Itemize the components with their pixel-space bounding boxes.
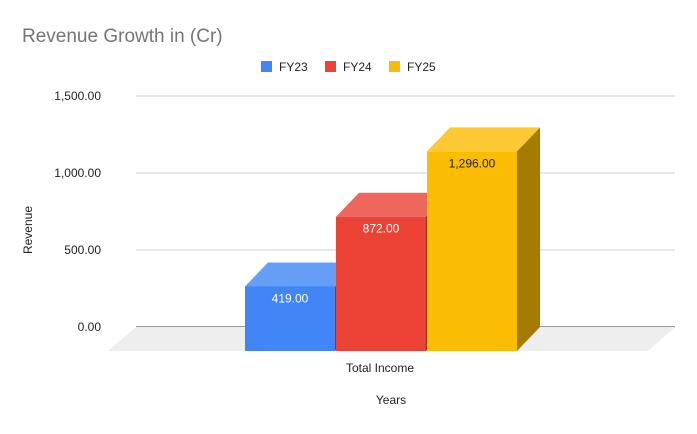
bar-FY25: 1,296.00 (427, 127, 540, 351)
legend-swatch (389, 61, 400, 72)
bar-front (427, 151, 517, 351)
legend-label: FY24 (343, 60, 372, 74)
x-tick-label: Total Income (346, 361, 414, 375)
y-axis-label: Revenue (21, 206, 35, 254)
y-tick-label: 1,500.00 (54, 89, 101, 103)
y-tick-label: 1,000.00 (54, 166, 101, 180)
bar-top (245, 262, 358, 287)
chart-title: Revenue Growth in (Cr) (22, 26, 223, 47)
data-label: 872.00 (363, 222, 400, 236)
legend-label: FY25 (407, 60, 436, 74)
bar-top (336, 192, 449, 217)
legend-label: FY23 (279, 60, 308, 74)
bar-front (336, 216, 426, 351)
bar-front (245, 286, 335, 351)
legend: FY23 FY24 FY25 (261, 60, 436, 74)
data-label: 1,296.00 (449, 156, 496, 170)
bar-side (517, 127, 540, 351)
legend-swatch (261, 61, 272, 72)
bar-top (427, 127, 540, 152)
bars: 419.00 872.00 1,296.00 (245, 127, 540, 351)
y-tick-label: 0.00 (78, 320, 102, 334)
legend-swatch (325, 61, 336, 72)
x-axis-label: Years (376, 393, 406, 407)
y-tick-label: 500.00 (64, 243, 101, 257)
data-label: 419.00 (272, 291, 309, 305)
